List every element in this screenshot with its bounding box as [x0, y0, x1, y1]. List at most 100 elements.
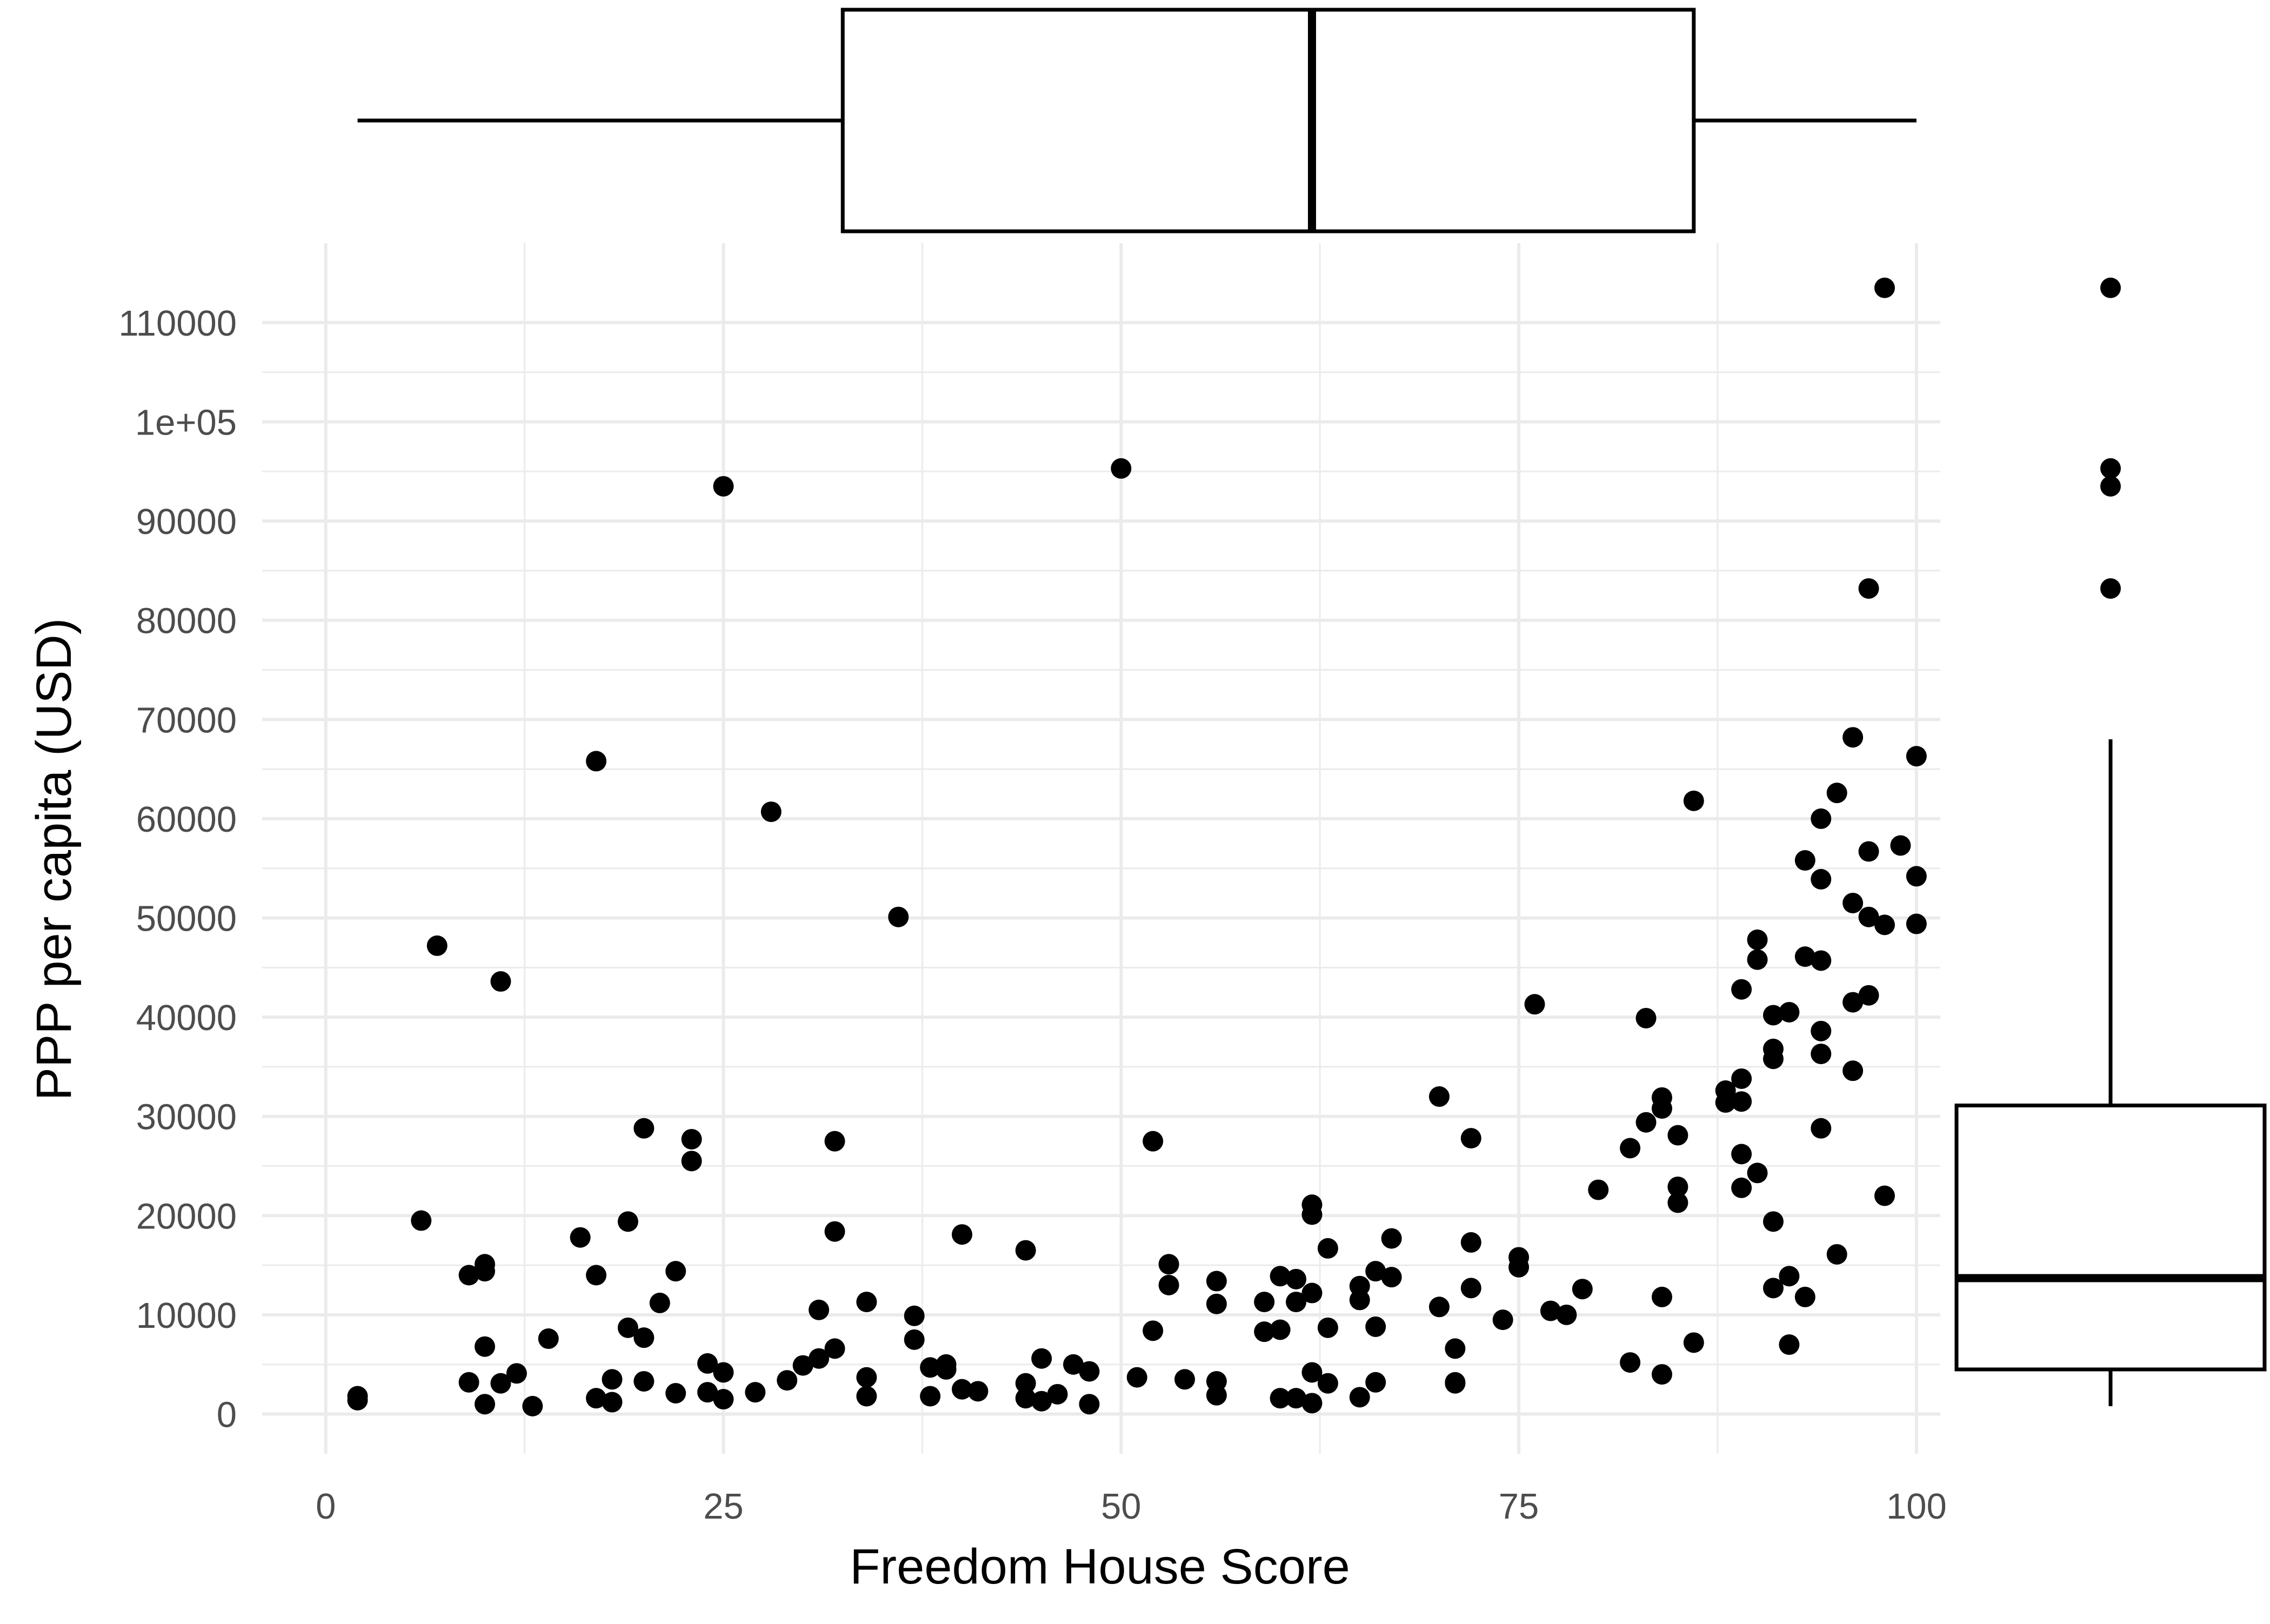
- data-point: [1158, 1254, 1179, 1275]
- data-point: [1047, 1384, 1068, 1405]
- data-point: [1540, 1300, 1561, 1321]
- data-point: [1143, 1131, 1164, 1152]
- data-point: [1317, 1317, 1338, 1338]
- data-point: [1747, 929, 1768, 950]
- data-point: [602, 1392, 623, 1413]
- data-point: [1031, 1391, 1052, 1412]
- data-point: [1651, 1364, 1672, 1385]
- data-point: [665, 1261, 686, 1282]
- data-point: [1270, 1388, 1291, 1409]
- y-tick-label: 60000: [136, 799, 237, 840]
- data-point: [586, 1265, 607, 1286]
- data-point: [760, 801, 782, 823]
- x-tick-label: 50: [1101, 1486, 1141, 1527]
- data-point: [475, 1261, 496, 1282]
- data-point: [1365, 1316, 1386, 1337]
- data-point: [936, 1359, 957, 1380]
- data-point: [856, 1292, 877, 1313]
- data-point: [1428, 1296, 1450, 1318]
- data-point: [1683, 1332, 1704, 1353]
- data-point: [1254, 1321, 1275, 1342]
- data-point: [681, 1151, 702, 1172]
- data-point: [1731, 979, 1752, 1000]
- y-tick-label: 70000: [136, 700, 237, 740]
- data-point: [475, 1394, 496, 1415]
- y-tick-label: 80000: [136, 601, 237, 641]
- data-point: [411, 1210, 432, 1231]
- data-point: [967, 1381, 989, 1402]
- data-point: [1890, 835, 1911, 856]
- scatter-points: [347, 277, 1927, 1416]
- y-tick-label: 0: [217, 1395, 237, 1435]
- data-point: [1811, 1118, 1832, 1139]
- data-point: [1143, 1320, 1164, 1341]
- data-point: [1811, 808, 1832, 829]
- data-point: [681, 1128, 702, 1150]
- data-point: [1811, 950, 1832, 971]
- data-point: [1301, 1282, 1323, 1304]
- data-point: [1874, 277, 1895, 298]
- data-point: [1715, 1092, 1736, 1113]
- data-point: [920, 1357, 941, 1378]
- data-point: [1635, 1007, 1657, 1028]
- data-point: [1445, 1373, 1466, 1394]
- data-point: [1206, 1271, 1227, 1292]
- data-point: [1063, 1354, 1084, 1375]
- data-point: [1651, 1098, 1672, 1119]
- x-tick-label: 0: [316, 1486, 336, 1527]
- data-point: [1651, 1286, 1672, 1307]
- y-tick-label: 90000: [136, 502, 237, 542]
- data-point: [1301, 1204, 1323, 1225]
- data-point: [1572, 1279, 1593, 1300]
- data-point: [586, 751, 607, 772]
- data-point: [475, 1336, 496, 1357]
- data-point: [1620, 1138, 1641, 1159]
- data-point: [1842, 892, 1864, 913]
- y-axis-title: PPP per capita (USD): [26, 618, 82, 1100]
- data-point: [1779, 1334, 1800, 1355]
- data-point: [1906, 913, 1927, 934]
- y-tick-label: 110000: [118, 303, 237, 344]
- y-tick-label: 40000: [136, 998, 237, 1038]
- data-point: [1762, 1005, 1784, 1026]
- data-point: [697, 1382, 718, 1403]
- y-tick-label: 1e+05: [135, 402, 237, 443]
- data-point: [1031, 1348, 1052, 1369]
- data-point: [649, 1292, 670, 1313]
- data-point: [1731, 1177, 1752, 1198]
- data-point: [1460, 1128, 1481, 1149]
- data-point: [1460, 1232, 1481, 1253]
- data-point: [1286, 1388, 1307, 1409]
- data-point: [522, 1395, 543, 1416]
- y-tick-label: 10000: [136, 1295, 237, 1336]
- data-point: [586, 1388, 607, 1409]
- y-tick-label: 20000: [136, 1196, 237, 1237]
- data-point: [1317, 1238, 1338, 1259]
- data-point: [1460, 1278, 1481, 1299]
- data-point: [1635, 1112, 1657, 1133]
- data-point: [1365, 1261, 1386, 1282]
- data-point: [713, 1389, 734, 1410]
- data-point: [1508, 1257, 1530, 1278]
- data-point: [697, 1353, 718, 1374]
- data-point: [1015, 1373, 1036, 1394]
- data-point: [1858, 841, 1879, 862]
- data-point: [1874, 1185, 1895, 1206]
- data-point: [617, 1317, 638, 1338]
- x-tick-label: 100: [1886, 1486, 1947, 1527]
- data-point: [490, 971, 511, 992]
- data-point: [1731, 1068, 1752, 1089]
- data-point: [713, 476, 734, 497]
- data-point: [1301, 1362, 1323, 1383]
- data-point: [665, 1383, 686, 1404]
- data-point: [458, 1265, 479, 1286]
- data-point: [1206, 1385, 1227, 1406]
- data-point: [1667, 1125, 1688, 1146]
- data-point: [1588, 1179, 1609, 1200]
- data-point: [633, 1118, 655, 1139]
- data-point: [888, 906, 909, 927]
- data-point: [1365, 1372, 1386, 1393]
- x-tick-label: 25: [703, 1486, 744, 1527]
- data-point: [713, 1362, 734, 1383]
